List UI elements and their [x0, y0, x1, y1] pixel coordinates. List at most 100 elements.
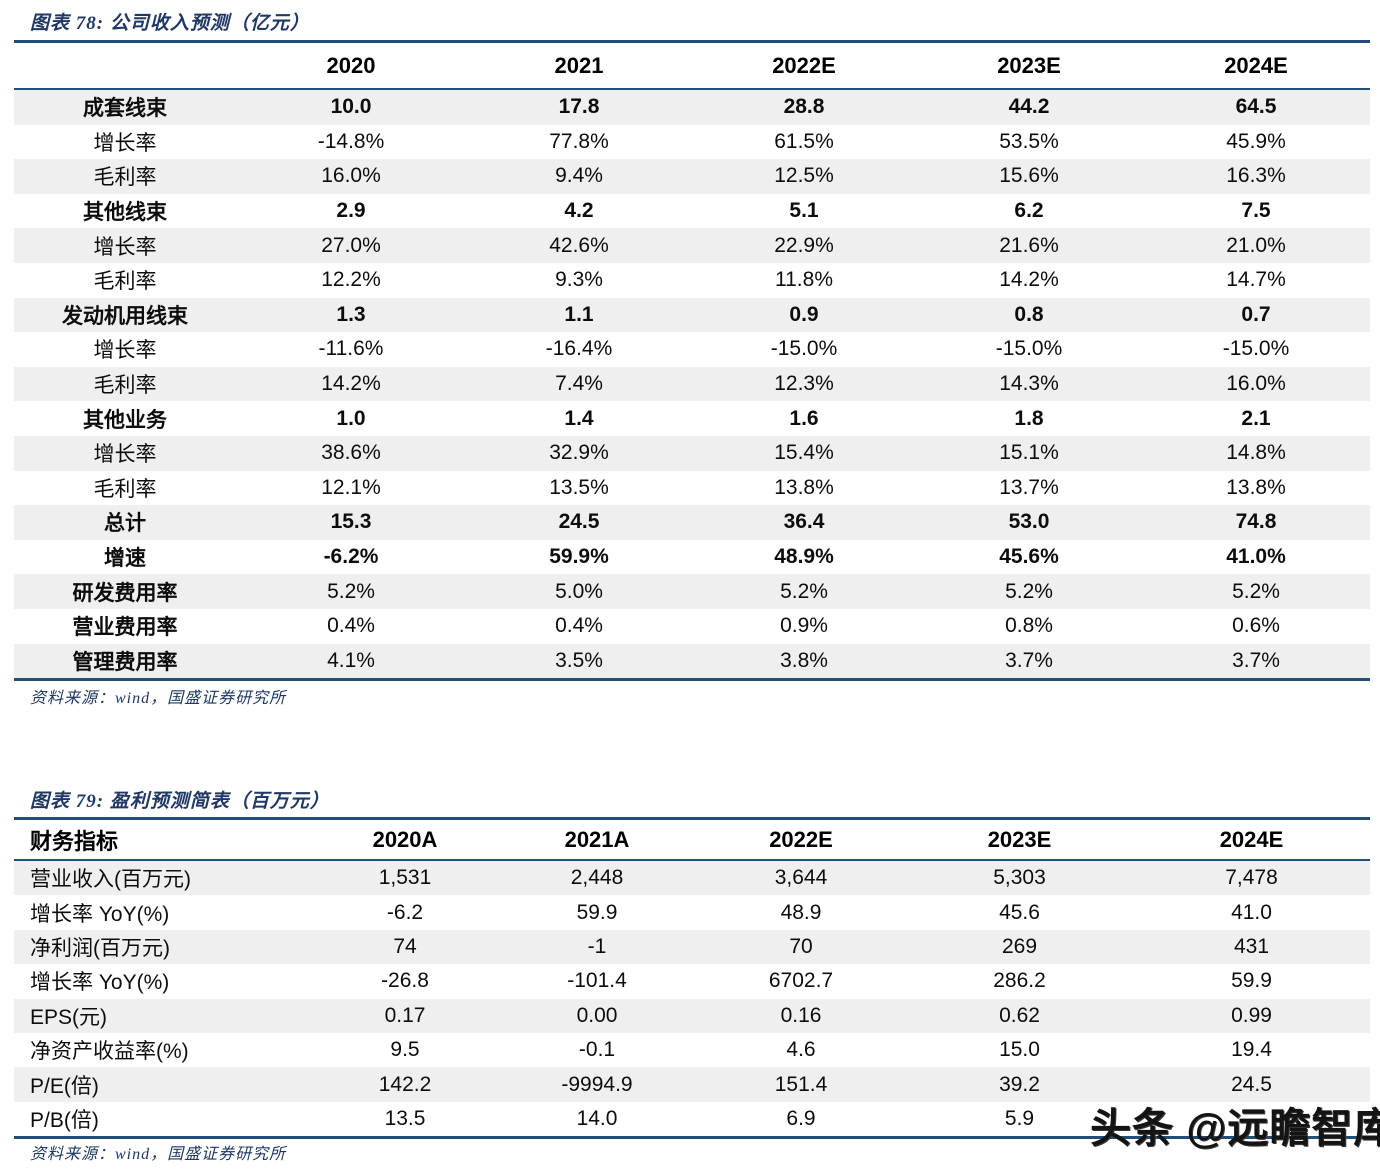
cell: 59.9%	[549, 545, 609, 569]
cell: 0.9	[789, 302, 819, 326]
cell: 45.6	[999, 900, 1040, 924]
cell: 2,448	[570, 866, 624, 890]
cell: -6.2%	[323, 545, 379, 569]
cell: 16.0%	[1226, 372, 1286, 396]
row-label: 研发费用率	[72, 581, 178, 605]
column-header: 2023E	[906, 818, 1133, 861]
cell: 5.2%	[780, 579, 828, 603]
cell: 1.3	[336, 302, 366, 326]
row-label: 管理费用率	[72, 650, 178, 674]
cell: 12.2%	[321, 268, 381, 292]
cell: -0.1	[578, 1038, 616, 1062]
cell: 151.4	[774, 1072, 828, 1096]
cell: 431	[1233, 934, 1270, 958]
column-header: 2024E	[1133, 818, 1370, 861]
cell: 1.6	[789, 406, 819, 430]
cell: 59.9	[576, 900, 618, 924]
table-row: P/E(倍) 142.2 -9994.9 151.4 39.2 24.5	[14, 1067, 1370, 1102]
table-row: 成套线束 10.0 17.8 28.8 44.2 64.5	[14, 89, 1370, 125]
cell: 0.16	[780, 1003, 822, 1027]
cell: 3.7%	[1232, 648, 1280, 672]
cell: 42.6%	[549, 233, 609, 257]
profit-forecast-table: 财务指标 2020A 2021A 2022E 2023E 2024E 营业收入(百万元) 1…	[14, 817, 1370, 1140]
table-row: 其他线束 2.9 4.2 5.1 6.2 7.5	[14, 194, 1370, 229]
figure79-title: 图表 79: 盈利预测简表（百万元）	[30, 791, 330, 812]
cell: 2.9	[336, 199, 366, 223]
cell: -15.0%	[1222, 337, 1290, 361]
column-header: 2021	[466, 41, 692, 90]
table-row: 管理费用率 4.1% 3.5% 3.8% 3.7% 3.7%	[14, 643, 1370, 680]
cell: 14.2%	[321, 372, 381, 396]
row-label: 其他业务	[83, 408, 167, 432]
table-row: 毛利率 12.2% 9.3% 11.8% 14.2% 14.7%	[14, 263, 1370, 298]
cell: 9.4%	[555, 164, 603, 188]
cell: 0.99	[1231, 1003, 1272, 1027]
table-row: 营业费用率 0.4% 0.4% 0.9% 0.8% 0.6%	[14, 609, 1370, 644]
cell: 0.8%	[1005, 614, 1053, 638]
cell: 286.2	[993, 969, 1046, 993]
row-label: 其他线束	[83, 201, 167, 225]
cell: 59.9	[1231, 969, 1272, 993]
column-header: 2023E	[916, 41, 1142, 90]
cell: 7,478	[1225, 866, 1278, 890]
table-row: 净利润(百万元) 74 -1 70 269 431	[14, 929, 1370, 965]
cell: 12.1%	[321, 475, 381, 499]
cell: 53.0	[1008, 510, 1050, 534]
cell: 36.4	[783, 510, 825, 534]
row-label: 发动机用线束	[62, 304, 188, 328]
cell: 15.6%	[999, 164, 1059, 188]
row-label: P/E(倍)	[30, 1074, 99, 1098]
cell: 142.2	[378, 1072, 432, 1096]
header-row: 财务指标 2020A 2021A 2022E 2023E 2024E	[14, 818, 1370, 861]
cell: 3,644	[774, 866, 828, 890]
figure78-title: 图表 78: 公司收入预测（亿元）	[30, 13, 310, 34]
row-label: P/B(倍)	[30, 1108, 99, 1132]
cell: 1.8	[1014, 406, 1044, 430]
row-label: 增长率	[93, 443, 157, 467]
column-header: 2022E	[696, 818, 906, 861]
cell: 14.8%	[1226, 441, 1286, 465]
cell: 39.2	[999, 1072, 1040, 1096]
table-row: P/B(倍) 13.5 14.0 6.9 5.9	[14, 1102, 1370, 1138]
cell: 0.4%	[327, 614, 375, 638]
cell: 1.0	[336, 406, 366, 430]
cell: 0.4%	[555, 614, 603, 638]
cell: 0.62	[999, 1003, 1040, 1027]
cell: 4.6	[786, 1038, 816, 1062]
row-label: 总计	[104, 512, 146, 536]
cell: 41.0%	[1226, 545, 1286, 569]
cell: 1,531	[378, 866, 432, 890]
cell: 28.8	[783, 95, 825, 119]
row-label: 增长率	[93, 235, 157, 259]
cell: 38.6%	[321, 441, 381, 465]
cell: -16.4%	[545, 337, 613, 361]
column-header: 2020	[236, 41, 466, 90]
table-row: 增长率 -11.6% -16.4% -15.0% -15.0% -15.0%	[14, 332, 1370, 367]
cell: 6.2	[1014, 199, 1044, 223]
cell: 13.5	[384, 1106, 426, 1130]
cell: 0.7	[1241, 302, 1271, 326]
table-row: 增长率 YoY(%) -26.8 -101.4 6702.7 286.2 59.9	[14, 964, 1370, 998]
cell: 53.5%	[999, 129, 1059, 153]
cell: 74.8	[1235, 510, 1277, 534]
cell: 24.5	[1231, 1072, 1272, 1096]
cell: 21.0%	[1226, 233, 1286, 257]
header-row: 2020 2021 2022E 2023E 2024E	[14, 41, 1370, 90]
cell: -26.8	[381, 969, 429, 993]
cell: 12.3%	[774, 372, 834, 396]
cell: 1.1	[564, 302, 594, 326]
row-label: 增速	[104, 547, 146, 571]
cell: 16.3%	[1226, 164, 1286, 188]
table-row: 增速 -6.2% 59.9% 48.9% 45.6% 41.0%	[14, 540, 1370, 575]
cell: 5.2%	[1005, 579, 1053, 603]
cell: -9994.9	[561, 1072, 633, 1096]
table-row: EPS(元) 0.17 0.00 0.16 0.62 0.99	[14, 998, 1370, 1033]
cell: 13.7%	[999, 475, 1059, 499]
row-label: 毛利率	[93, 270, 157, 294]
table-row: 净资产收益率(%) 9.5 -0.1 4.6 15.0 19.4	[14, 1033, 1370, 1067]
table-row: 发动机用线束 1.3 1.1 0.9 0.8 0.7	[14, 297, 1370, 333]
row-label: 毛利率	[93, 166, 157, 190]
table-row: 增长率 27.0% 42.6% 22.9% 21.6% 21.0%	[14, 228, 1370, 263]
table-row: 增长率 -14.8% 77.8% 61.5% 53.5% 45.9%	[14, 125, 1370, 160]
cell: 77.8%	[549, 129, 609, 153]
